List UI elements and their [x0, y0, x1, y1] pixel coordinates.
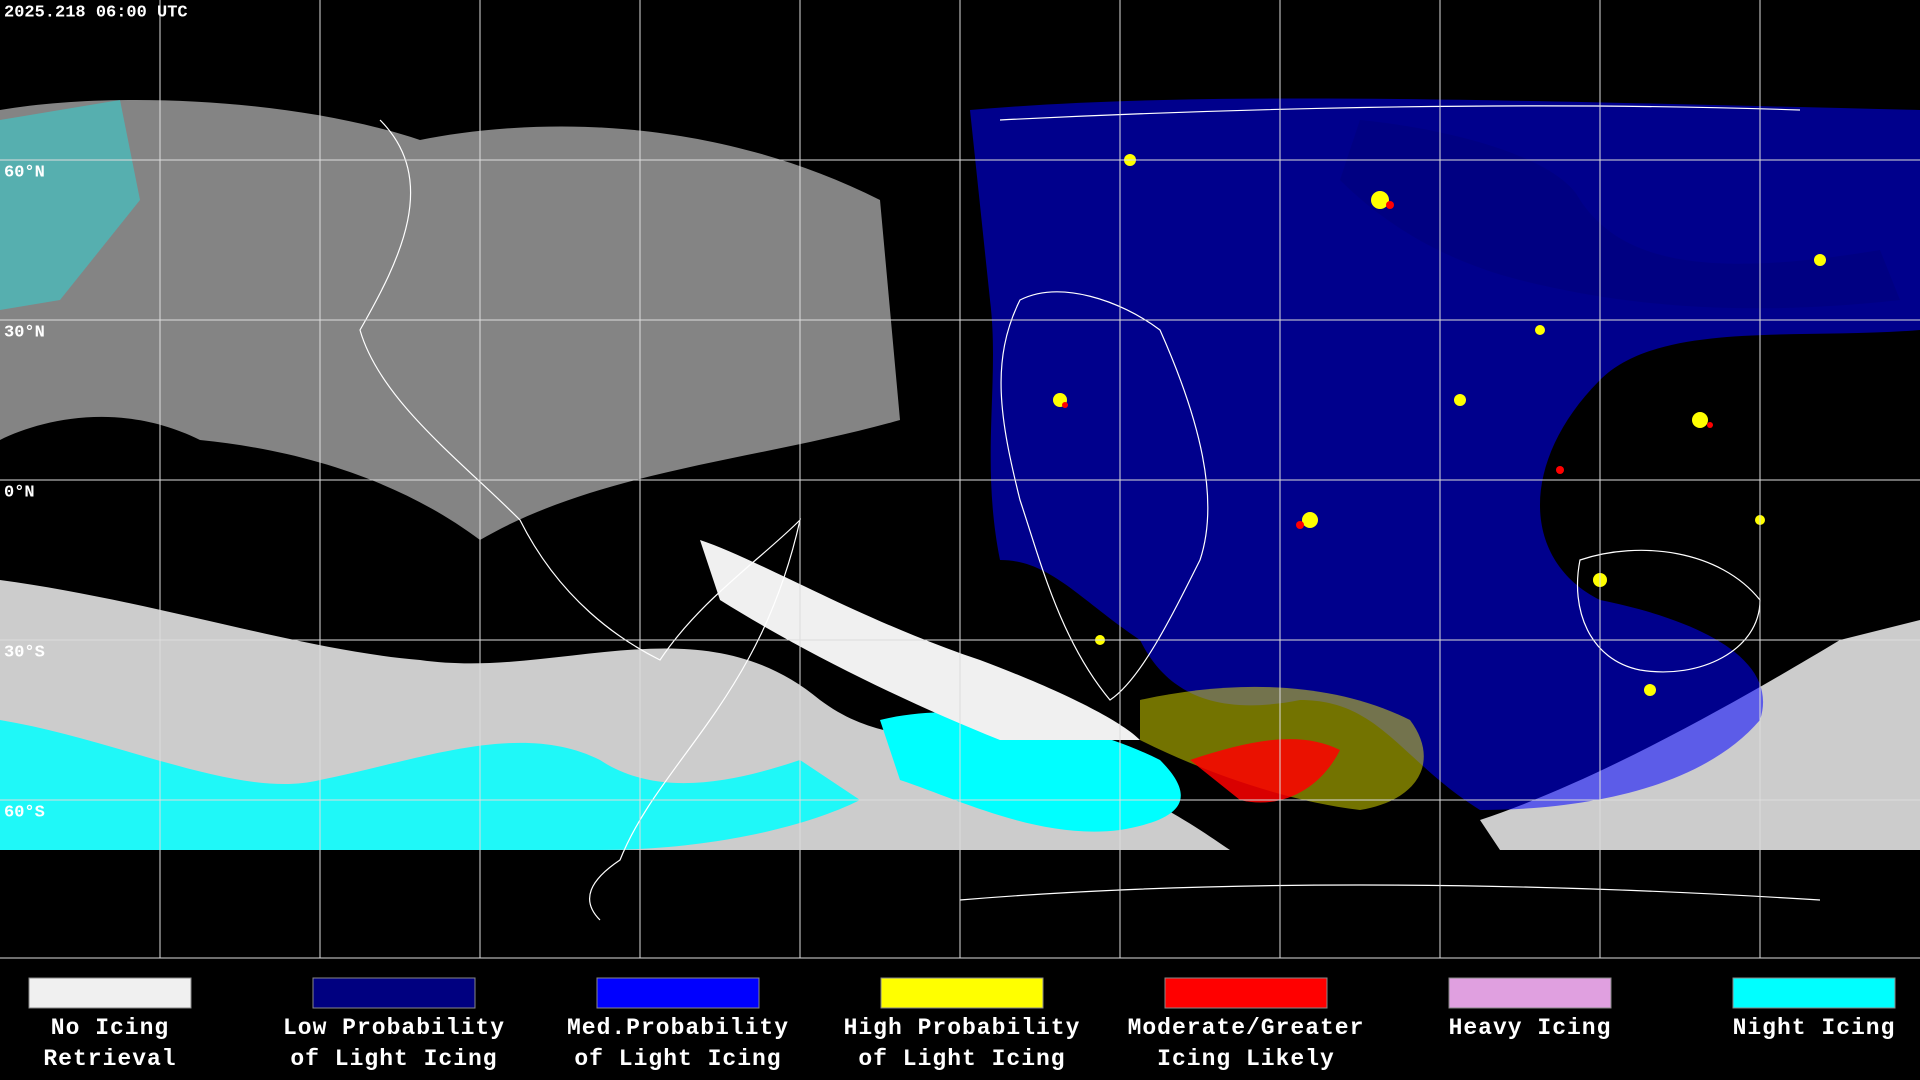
timestamp: 2025.218 06:00 UTC	[4, 3, 188, 22]
latitude-label: 0°N	[4, 483, 35, 502]
legend-label: Low Probability	[283, 1015, 505, 1041]
legend-label: Moderate/Greater	[1128, 1015, 1365, 1041]
legend-swatch	[28, 977, 192, 1009]
legend-swatch	[1448, 977, 1612, 1009]
legend-label: of Light Icing	[858, 1046, 1065, 1072]
latitude-label: 60°S	[4, 803, 45, 822]
legend-label: No Icing	[51, 1015, 169, 1041]
legend-label: High Probability	[844, 1015, 1081, 1041]
legend: No Icing Retrieval Low Probability of Light…	[28, 977, 1896, 1072]
coastlines	[359, 105, 1821, 921]
legend-label: Night Icing	[1733, 1015, 1896, 1041]
icing-patch	[1190, 739, 1340, 803]
cloud-field	[0, 98, 1920, 850]
latitude-label: 60°N	[4, 163, 45, 182]
latitude-label: 30°S	[4, 643, 45, 662]
legend-label: Med.Probability	[567, 1015, 789, 1041]
legend-swatch	[596, 977, 760, 1009]
night-patch	[0, 720, 860, 850]
icing-specks	[1062, 201, 1713, 529]
legend-label: Icing Likely	[1157, 1046, 1335, 1072]
legend-swatch	[1732, 977, 1896, 1009]
legend-swatch	[1164, 977, 1328, 1009]
latitude-label: 30°N	[4, 323, 45, 342]
night-patch	[880, 712, 1181, 832]
night-patch	[0, 100, 140, 310]
legend-swatch	[312, 977, 476, 1009]
legend-swatch	[880, 977, 1044, 1009]
graticule	[0, 0, 1920, 959]
legend-label: of Light Icing	[574, 1046, 781, 1072]
icing-specks	[1053, 154, 1826, 696]
icing-patch	[1340, 120, 1900, 309]
legend-label: Retrieval	[43, 1046, 176, 1072]
legend-label: of Light Icing	[290, 1046, 497, 1072]
legend-label: Heavy Icing	[1449, 1015, 1612, 1041]
